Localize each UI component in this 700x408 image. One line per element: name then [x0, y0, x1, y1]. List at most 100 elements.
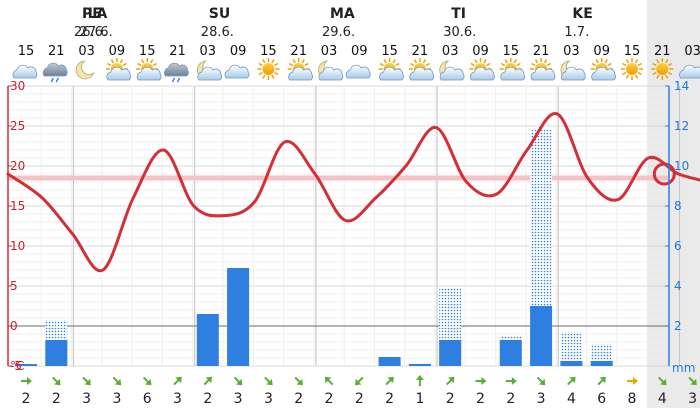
hour-label: 21: [290, 44, 307, 59]
wind-arrow-icon: [505, 377, 517, 385]
hour-label: 21: [48, 44, 65, 59]
day-name-label: KE: [572, 6, 592, 22]
precipitation-tick-label: 2: [674, 319, 682, 333]
day-name-label: MA: [330, 6, 355, 22]
temperature-unit-label: °C: [10, 359, 24, 373]
temperature-tick-label: -5: [10, 359, 22, 373]
day-date-label: 26.6.: [74, 25, 107, 40]
day-date-label: 27.6.: [80, 25, 113, 40]
sun-cloud-icon: [408, 58, 435, 81]
day-date-label: 30.6.: [443, 25, 476, 40]
sun-cloud-icon: [590, 58, 617, 81]
wind-arrow-icon: [385, 376, 394, 386]
rain-cloud-icon: [164, 62, 189, 83]
wind-speed-label: 3: [82, 391, 91, 407]
hour-label: 21: [169, 44, 186, 59]
wind-speed-label: 3: [234, 391, 243, 407]
moon-icon: [75, 60, 95, 80]
wind-arrow-icon: [173, 376, 182, 386]
hour-label: 03: [321, 44, 338, 59]
sun-icon: [651, 58, 674, 80]
wind-arrow-icon: [445, 376, 455, 386]
sun-cloud-icon: [530, 58, 556, 81]
sun-icon: [621, 58, 643, 80]
precip-bar: [378, 357, 401, 366]
precip-bar: [499, 340, 522, 366]
temperature-series: [6, 112, 700, 273]
precip-bar: [560, 361, 583, 366]
precip-bar: [439, 340, 462, 366]
wind-speed-label: 6: [597, 391, 606, 407]
hour-label: 03: [684, 44, 700, 59]
wind-row: 2 2 3 3 6 3 2 3 3 2 2 2 2 1 2 2 2 3 4 6 8 4 3: [21, 375, 697, 407]
wind-speed-label: 4: [567, 391, 576, 407]
hour-label: 15: [139, 44, 156, 59]
wind-speed-label: 1: [415, 391, 424, 407]
wind-speed-label: 2: [325, 391, 334, 407]
hour-label: 15: [260, 44, 277, 59]
day-name-label: PE: [82, 6, 102, 22]
hour-label: 09: [593, 44, 610, 59]
moon-cloud-icon: [318, 60, 344, 81]
sun-cloud-icon: [105, 58, 132, 81]
cloud-icon: [12, 64, 38, 79]
hour-label: 15: [624, 44, 641, 59]
hour-label: 09: [230, 44, 247, 59]
temperature-tick-label: 25: [10, 119, 25, 133]
wind-speed-label: 2: [506, 391, 515, 407]
wind-speed-label: 2: [203, 391, 212, 407]
precipitation-tick-label: 4: [674, 279, 682, 293]
weather-icons: [12, 58, 700, 83]
temperature-tick-label: 10: [10, 239, 25, 253]
rain-cloud-icon: [42, 62, 68, 83]
day-date-label: 28.6.: [201, 25, 234, 40]
moon-cloud-icon: [196, 60, 223, 81]
precip-bar: [227, 268, 250, 366]
sun-cloud-icon: [136, 58, 162, 81]
temperature-tick-label: 15: [10, 199, 25, 213]
wind-speed-label: 4: [658, 391, 667, 407]
hour-label: 21: [533, 44, 550, 59]
sun-cloud-icon: [378, 58, 404, 81]
temperature-line: [6, 112, 700, 273]
hour-label: 15: [18, 44, 35, 59]
day-name-label: TI: [451, 6, 466, 22]
hour-label: 09: [472, 44, 489, 59]
wind-arrow-icon: [415, 375, 424, 386]
wind-arrow-icon: [658, 376, 667, 386]
wind-speed-label: 2: [355, 391, 364, 407]
wind-speed-label: 3: [264, 391, 273, 407]
hour-label: 21: [654, 44, 671, 59]
wind-speed-label: 3: [173, 391, 182, 407]
wind-speed-label: 2: [385, 391, 394, 407]
temperature-tick-label: 20: [10, 159, 25, 173]
precip-bar: [408, 364, 431, 366]
hour-label: 03: [442, 44, 459, 59]
day-name-label: SU: [209, 6, 230, 22]
temperature-tick-label: 5: [10, 279, 18, 293]
temperature-tick-label: 0: [10, 319, 18, 333]
moon-cloud-icon: [439, 60, 465, 81]
wind-speed-label: 2: [52, 391, 61, 407]
wind-arrow-icon: [324, 376, 334, 386]
precip-bar: [196, 314, 219, 366]
sun-cloud-icon: [287, 58, 314, 81]
precipitation-tick-label: 6: [674, 239, 682, 253]
wind-arrow-icon: [112, 376, 122, 386]
precipitation-bars: [15, 130, 613, 366]
wind-arrow-icon: [52, 376, 61, 386]
wind-arrow-icon: [475, 377, 487, 385]
precip-bar: [590, 361, 613, 366]
wind-speed-label: 3: [537, 391, 546, 407]
precipitation-tick-label: 12: [674, 119, 689, 133]
precipitation-tick-label: 10: [674, 159, 689, 173]
precip-bar: [45, 340, 68, 366]
wind-arrow-icon: [233, 376, 243, 386]
sun-cloud-icon: [469, 58, 495, 81]
sun-icon: [257, 58, 280, 80]
wind-speed-label: 2: [22, 391, 31, 407]
wind-arrow-icon: [21, 377, 32, 385]
temperature-tick-label: 30: [10, 79, 25, 93]
precip-max-bar: [590, 344, 613, 366]
